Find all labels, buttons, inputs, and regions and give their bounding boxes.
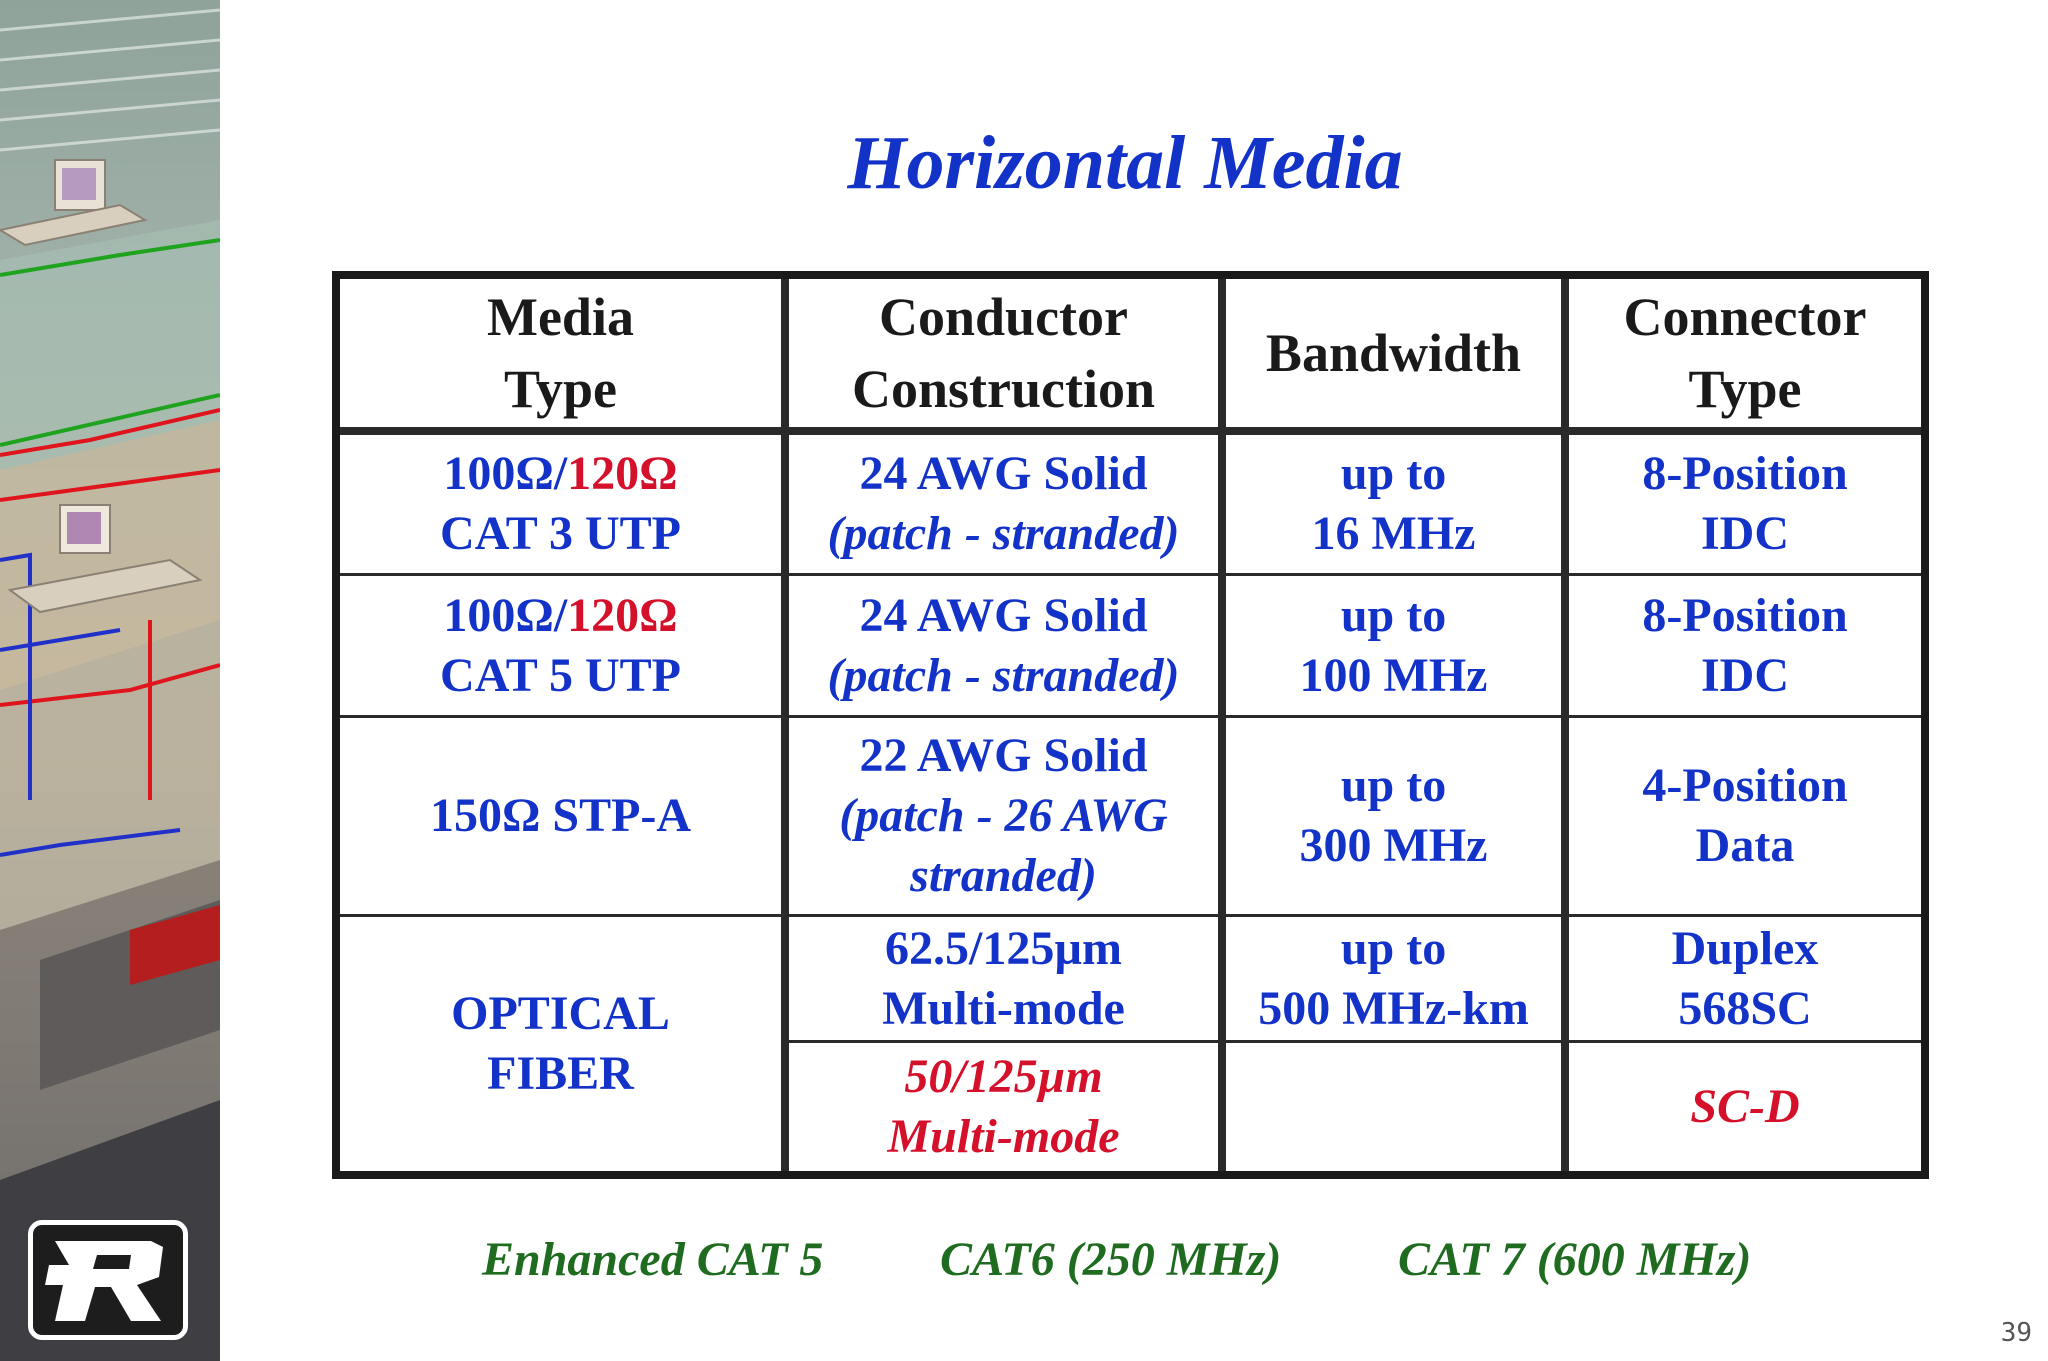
connector-text: 4-Position: [1642, 759, 1848, 812]
table-row-fiber-50-connector: SC-D: [1569, 1043, 1921, 1171]
table-row-cat5-bandwidth: up to 100 MHz: [1226, 576, 1561, 715]
media-name: 150Ω STP-A: [429, 789, 692, 842]
header-text: Bandwidth: [1265, 323, 1522, 383]
impedance-100: 100Ω/: [443, 447, 568, 500]
table-row-cat5-connector: 8-Position IDC: [1569, 576, 1921, 715]
media-name: OPTICAL: [451, 987, 670, 1040]
table-row-cat3-bandwidth: up to 16 MHz: [1226, 435, 1561, 573]
footer-note-enhanced-cat5: Enhanced CAT 5: [482, 1233, 824, 1286]
footer-note-cat7: CAT 7 (600 MHz): [1398, 1233, 1752, 1286]
conductor-text: 22 AWG Solid: [859, 729, 1148, 782]
footer-note-cat6: CAT6 (250 MHz): [940, 1233, 1282, 1286]
table-row-stpa-bandwidth: up to 300 MHz: [1226, 718, 1561, 914]
conductor-text: 24 AWG Solid: [859, 588, 1148, 642]
table-row-fiber-media: OPTICAL FIBER: [340, 917, 781, 1171]
conductor-text: 50/125µm: [904, 1050, 1103, 1103]
r-logo-icon: [45, 1241, 163, 1321]
header-text: Media: [487, 287, 634, 347]
conductor-patch-text: (patch - stranded): [827, 648, 1180, 702]
row-divider: [789, 1040, 1921, 1043]
row-divider: [340, 914, 1921, 917]
table-row-cat3-conductor: 24 AWG Solid (patch - stranded): [789, 435, 1218, 573]
media-name: CAT 3 UTP: [440, 507, 681, 560]
impedance-100: 100Ω/: [443, 588, 568, 642]
conductor-patch-text: (patch - stranded): [827, 507, 1180, 560]
conductor-patch-text: (patch - 26 AWG: [839, 789, 1168, 842]
table-row-cat5-conductor: 24 AWG Solid (patch - stranded): [789, 576, 1218, 715]
connector-text: Data: [1695, 819, 1795, 872]
conductor-text: 24 AWG Solid: [859, 447, 1148, 500]
table-row-cat5-media: 100Ω/120Ω CAT 5 UTP: [340, 576, 781, 715]
conductor-text: Multi-mode: [887, 1110, 1120, 1163]
header-bandwidth: Bandwidth: [1226, 279, 1561, 427]
bandwidth-text: up to: [1340, 921, 1447, 975]
connector-text: IDC: [1700, 507, 1789, 560]
bandwidth-value: 300 MHz: [1299, 819, 1488, 872]
connector-text: IDC: [1700, 648, 1789, 702]
impedance-text: 100Ω/120Ω: [443, 444, 677, 504]
decorative-building-illustration: [0, 0, 220, 1361]
bandwidth-value: 100 MHz: [1299, 648, 1488, 702]
table-row-fiber-50-conductor: 50/125µm Multi-mode: [789, 1043, 1218, 1171]
header-media-type: Media Type: [340, 279, 781, 427]
media-name: CAT 5 UTP: [440, 648, 681, 702]
slide-page-number: 39: [2000, 1318, 2032, 1348]
connector-text: 8-Position: [1642, 447, 1848, 500]
table-row-fiber-62-conductor: 62.5/125µm Multi-mode: [789, 917, 1218, 1040]
company-logo: [28, 1220, 188, 1340]
column-divider: [781, 279, 789, 1171]
header-text: Construction: [851, 359, 1155, 419]
bandwidth-value: 16 MHz: [1311, 507, 1476, 560]
slide-title: Horizontal Media: [847, 121, 1403, 205]
bandwidth-text: up to: [1340, 759, 1447, 812]
column-divider: [1561, 279, 1569, 1171]
table-row-cat3-media: 100Ω/120Ω CAT 3 UTP: [340, 435, 781, 573]
table-row-fiber-62-bandwidth: up to 500 MHz-km: [1226, 917, 1561, 1040]
connector-text: Duplex: [1671, 921, 1819, 975]
bandwidth-text: up to: [1340, 447, 1447, 500]
column-divider: [1218, 279, 1226, 1171]
connector-text: 568SC: [1678, 981, 1812, 1035]
header-connector-type: Connector Type: [1569, 279, 1921, 427]
header-text: Type: [1688, 359, 1802, 419]
table-row-stpa-media: 150Ω STP-A: [340, 718, 781, 914]
header-text: Connector: [1623, 287, 1867, 347]
connector-text: 8-Position: [1642, 588, 1848, 642]
impedance-120: 120Ω: [567, 588, 678, 642]
connector-text: SC-D: [1690, 1080, 1800, 1133]
conductor-text: Multi-mode: [882, 981, 1125, 1035]
office-network-illustration: [0, 8, 220, 1361]
horizontal-media-table: Media Type Conductor Construction Bandwi…: [332, 271, 1929, 1179]
table-row-cat3-connector: 8-Position IDC: [1569, 435, 1921, 573]
header-divider: [340, 427, 1921, 435]
table-row-stpa-conductor: 22 AWG Solid (patch - 26 AWG stranded): [789, 718, 1218, 914]
media-name: FIBER: [487, 1047, 634, 1100]
impedance-120: 120Ω: [567, 447, 678, 500]
table-row-fiber-62-connector: Duplex 568SC: [1569, 917, 1921, 1040]
header-text: Conductor: [878, 287, 1128, 347]
table-row-stpa-connector: 4-Position Data: [1569, 718, 1921, 914]
bandwidth-text: up to: [1340, 588, 1447, 642]
bandwidth-value: 500 MHz-km: [1258, 981, 1529, 1035]
conductor-text: 62.5/125µm: [885, 921, 1122, 975]
header-text: Type: [503, 359, 617, 419]
impedance-text: 100Ω/120Ω: [443, 586, 677, 646]
conductor-patch-text: stranded): [910, 849, 1097, 902]
header-conductor-construction: Conductor Construction: [789, 279, 1218, 427]
row-divider: [340, 715, 1921, 718]
row-divider: [340, 573, 1921, 576]
